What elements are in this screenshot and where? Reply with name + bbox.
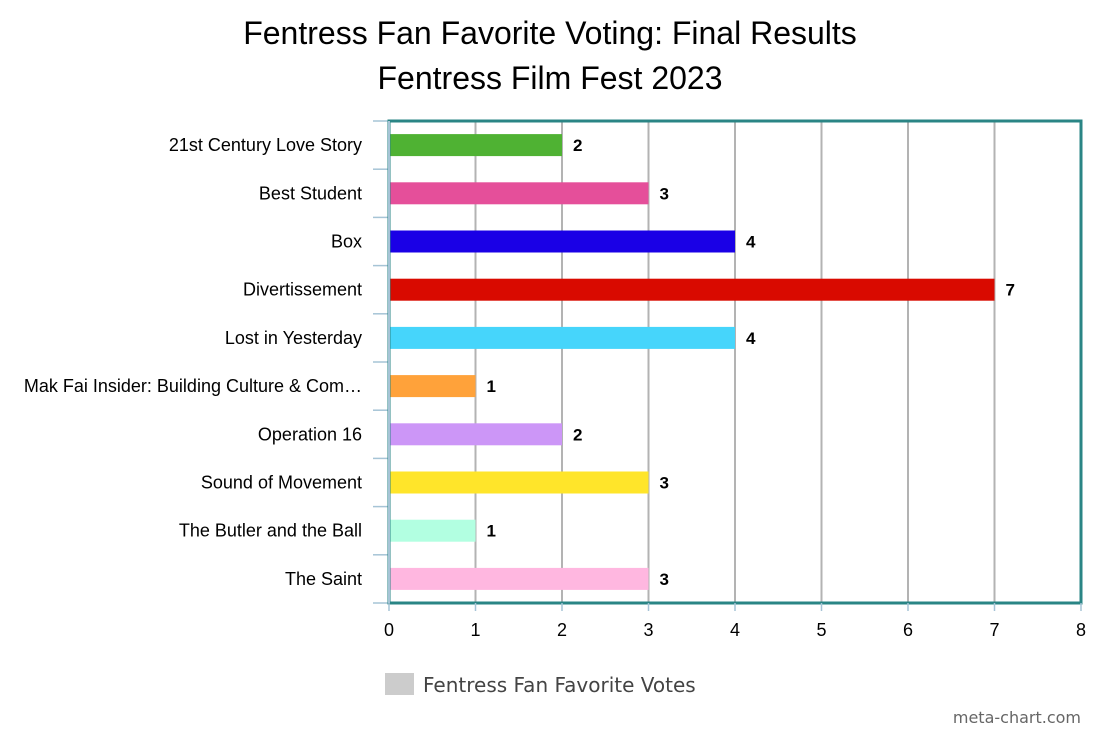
bar[interactable] — [389, 230, 735, 253]
category-label: Sound of Movement — [201, 473, 362, 493]
data-label: 3 — [660, 474, 669, 493]
bar[interactable] — [389, 278, 995, 301]
x-tick-label: 1 — [470, 620, 480, 640]
x-tick-label: 5 — [816, 620, 826, 640]
category-label: Best Student — [259, 183, 362, 203]
category-label: Operation 16 — [258, 424, 362, 444]
bar[interactable] — [389, 134, 562, 157]
bar[interactable] — [389, 326, 735, 349]
x-tick-label: 2 — [557, 620, 567, 640]
category-label: Divertissement — [243, 280, 362, 300]
x-tick-label: 6 — [903, 620, 913, 640]
data-label: 1 — [487, 377, 496, 396]
category-label: 21st Century Love Story — [169, 135, 362, 155]
data-label: 3 — [660, 184, 669, 203]
category-label: The Butler and the Ball — [179, 521, 362, 541]
data-label: 7 — [1006, 281, 1015, 300]
bar[interactable] — [389, 423, 562, 446]
x-tick-label: 0 — [384, 620, 394, 640]
data-label: 2 — [573, 136, 582, 155]
category-label: Box — [331, 232, 362, 252]
x-tick-label: 4 — [730, 620, 740, 640]
category-label: Mak Fai Insider: Building Culture & Com… — [24, 376, 362, 396]
data-label: 2 — [573, 425, 582, 444]
category-labels: 21st Century Love Story Best Student Box Di… — [24, 135, 362, 589]
legend[interactable]: Fentress Fan Favorite Votes — [385, 673, 696, 697]
bar[interactable] — [389, 375, 476, 398]
category-label: Lost in Yesterday — [225, 328, 362, 348]
data-label: 4 — [746, 329, 756, 348]
category-label: The Saint — [285, 569, 362, 589]
bar[interactable] — [389, 182, 649, 205]
data-label: 1 — [487, 522, 496, 541]
x-tick-label: 3 — [643, 620, 653, 640]
bar[interactable] — [389, 519, 476, 542]
x-tick-labels: 0 1 2 3 4 5 6 7 8 — [384, 603, 1086, 640]
bar[interactable] — [389, 567, 649, 590]
bars — [389, 134, 995, 590]
legend-label: Fentress Fan Favorite Votes — [423, 673, 696, 697]
legend-swatch — [385, 673, 414, 695]
bar[interactable] — [389, 471, 649, 494]
data-labels: 2 3 4 7 4 1 2 3 1 3 — [487, 136, 1015, 589]
x-tick-label: 7 — [989, 620, 999, 640]
chart-subtitle: Fentress Film Fest 2023 — [378, 60, 723, 96]
credit-text: meta-chart.com — [953, 708, 1081, 727]
data-label: 4 — [746, 233, 756, 252]
x-tick-label: 8 — [1076, 620, 1086, 640]
data-label: 3 — [660, 570, 669, 589]
chart-title: Fentress Fan Favorite Voting: Final Resu… — [243, 15, 857, 51]
